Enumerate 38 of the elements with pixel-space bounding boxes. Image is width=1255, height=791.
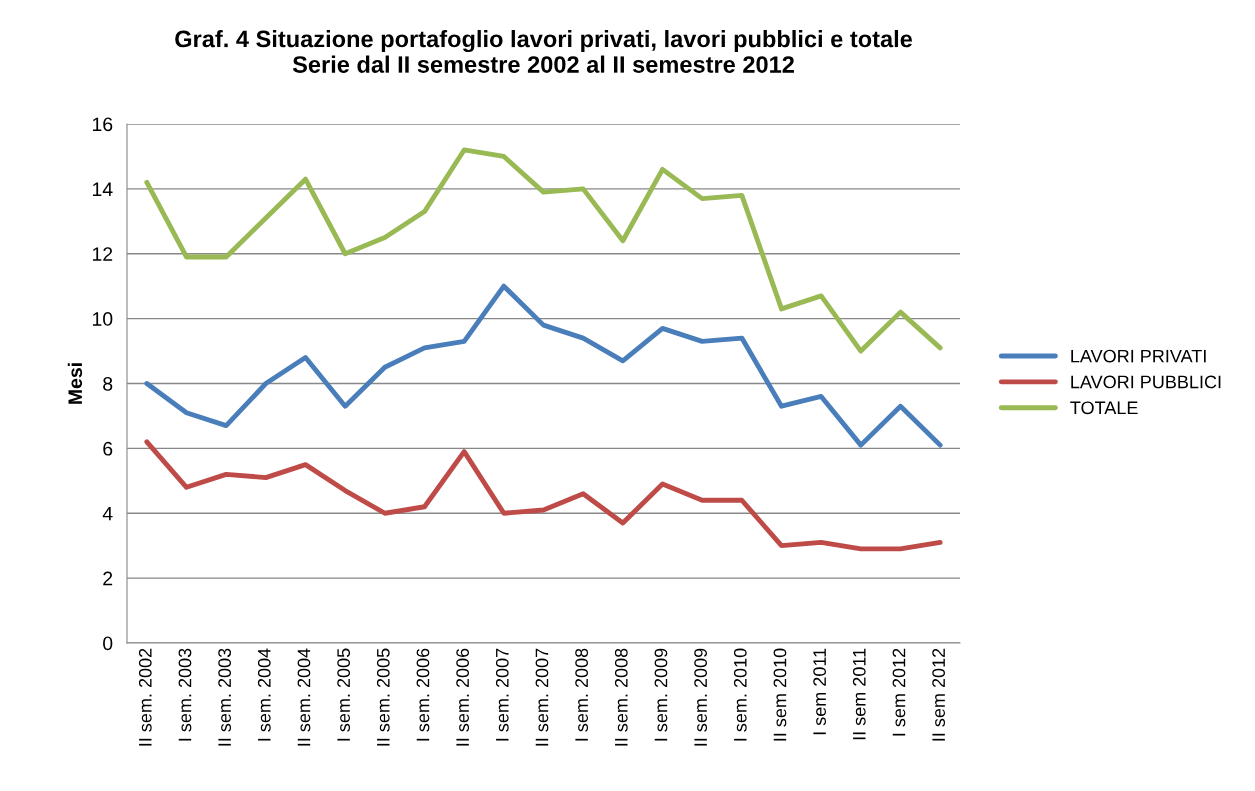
y-tick-label: 16 — [92, 117, 113, 132]
legend-label: LAVORI PRIVATI — [1071, 349, 1206, 363]
x-tick-label: II sem. 2008 — [614, 648, 628, 746]
x-tick-label: I sem. 2007 — [495, 648, 509, 741]
y-tick-label: 10 — [92, 312, 113, 326]
y-tick-label: 2 — [103, 571, 113, 586]
legend-label: TOTALE — [1070, 401, 1138, 415]
y-tick-label: 0 — [103, 636, 113, 651]
y-axis-title: Mesi — [67, 363, 83, 404]
line-series — [144, 283, 943, 448]
x-tick-label: I sem 2012 — [892, 648, 906, 736]
x-tick-label: I sem. 2003 — [178, 648, 192, 741]
legend-label: LAVORI PUBBLICI — [1071, 375, 1221, 389]
x-tick-label: II sem. 2009 — [694, 648, 708, 746]
y-tick-label: 8 — [103, 376, 113, 391]
y-tick-label: 14 — [92, 182, 113, 196]
x-tick-label: II sem 2010 — [773, 648, 787, 741]
x-tick-label: II sem 2012 — [932, 648, 946, 741]
x-tick-label: I sem. 2004 — [257, 648, 271, 741]
chart-title: Graf. 4 Situazione portafoglio lavori privati, lavori pubblici e totale Serie dal II semestre 2002 al II semestre 2012 — [175, 30, 913, 73]
x-tick-label: II sem 2011 — [852, 648, 866, 740]
x-tick-label: II sem. 2002 — [138, 648, 152, 746]
x-tick-label: II sem. 2003 — [218, 648, 232, 746]
x-tick-label: I sem. 2008 — [575, 648, 589, 741]
line-series — [144, 439, 943, 552]
x-tick-label: II sem. 2007 — [535, 648, 549, 746]
x-tick-label: II sem. 2004 — [297, 648, 311, 746]
line-series — [144, 147, 943, 354]
x-tick-label: II sem. 2005 — [376, 648, 390, 746]
x-tick-label: I sem. 2005 — [337, 648, 351, 741]
x-tick-label: I sem. 2009 — [654, 648, 668, 741]
x-tick-label: II sem. 2006 — [456, 648, 470, 746]
y-tick-label: 12 — [92, 247, 113, 261]
x-tick-label: I sem. 2006 — [416, 648, 430, 741]
y-tick-label: 6 — [103, 441, 113, 456]
x-tick-label: I sem 2011 — [813, 648, 827, 735]
y-tick-label: 4 — [102, 506, 113, 521]
x-tick-label: I sem. 2010 — [733, 648, 747, 741]
